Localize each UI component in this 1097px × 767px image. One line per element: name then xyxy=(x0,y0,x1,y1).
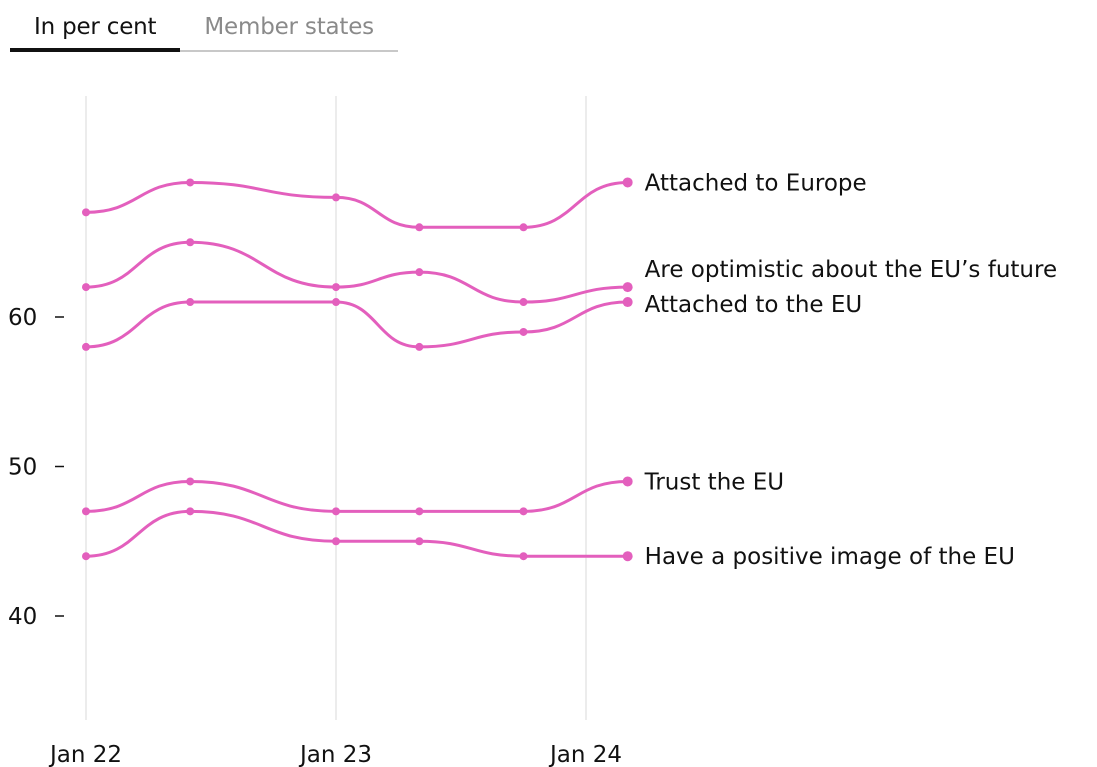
series-label: Have a positive image of the EU xyxy=(645,544,1015,570)
data-point xyxy=(415,223,424,232)
data-point xyxy=(186,507,195,516)
tab-member-states[interactable]: Member states xyxy=(180,8,398,52)
x-tick-label: Jan 24 xyxy=(548,742,622,767)
series-line xyxy=(84,479,630,513)
tab-in-per-cent[interactable]: In per cent xyxy=(10,8,181,52)
data-points xyxy=(82,177,633,562)
data-point xyxy=(186,298,195,307)
x-axis: Jan 22 Jan 23 Jan 24 xyxy=(48,742,622,767)
data-point xyxy=(519,327,528,336)
data-point xyxy=(622,297,633,308)
series-lines xyxy=(84,180,630,558)
data-point xyxy=(415,342,424,351)
tab-bar: In per cent Member states xyxy=(10,8,398,52)
series-label: Trust the EU xyxy=(644,469,784,495)
y-tick-label: 40 xyxy=(8,604,37,630)
data-point xyxy=(519,552,528,561)
grid-lines xyxy=(85,96,587,720)
data-point xyxy=(332,507,340,516)
series-line xyxy=(84,509,630,558)
y-axis: 40 50 60 xyxy=(8,305,64,630)
y-tick-label: 60 xyxy=(8,305,37,331)
data-point xyxy=(332,537,340,546)
series-label: Attached to the EU xyxy=(645,292,863,318)
data-point xyxy=(332,193,340,202)
data-point xyxy=(415,268,424,277)
data-point xyxy=(622,282,633,293)
series-labels: Attached to Europe Are optimistic about t… xyxy=(644,170,1057,570)
x-tick-label: Jan 23 xyxy=(298,742,372,767)
series-label: Attached to Europe xyxy=(645,170,867,196)
data-point xyxy=(186,178,195,187)
series-line xyxy=(84,240,630,304)
data-point xyxy=(82,552,90,561)
series-line xyxy=(84,180,630,229)
data-point xyxy=(82,283,90,292)
data-point xyxy=(82,507,90,516)
data-point xyxy=(332,298,340,307)
data-point xyxy=(519,223,528,232)
data-point xyxy=(186,477,195,486)
data-point xyxy=(415,507,424,516)
data-point xyxy=(519,507,528,516)
data-point xyxy=(332,283,340,292)
data-point xyxy=(82,208,90,217)
series-line xyxy=(84,300,630,349)
data-point xyxy=(622,476,633,487)
data-point xyxy=(622,177,633,188)
data-point xyxy=(82,342,90,351)
data-point xyxy=(415,537,424,546)
series-label: Are optimistic about the EU’s future xyxy=(645,257,1057,283)
data-point xyxy=(622,551,633,562)
data-point xyxy=(186,238,195,247)
x-tick-label: Jan 22 xyxy=(48,742,122,767)
y-tick-label: 50 xyxy=(8,455,37,481)
data-point xyxy=(519,298,528,307)
